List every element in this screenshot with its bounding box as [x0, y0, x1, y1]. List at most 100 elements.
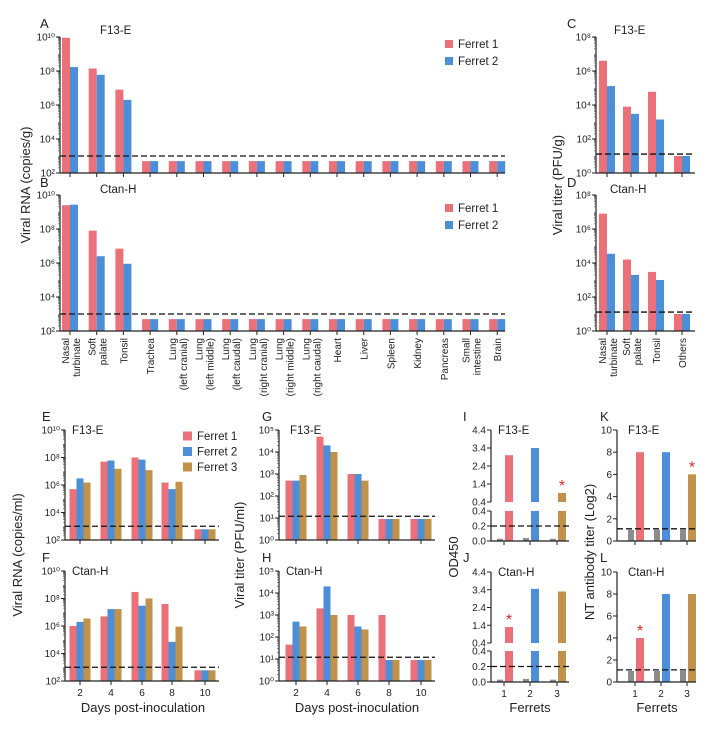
y-tick-label: 10³: [260, 470, 275, 481]
legend-swatch: [445, 40, 453, 48]
panel-C: C F13-E 10⁰ 10² 10⁴ 10⁶ 10⁸ Viral titer (PFU/g): [550, 16, 695, 235]
y-tick-label: 10²: [577, 135, 592, 146]
baseline-bar-K-0: [628, 529, 634, 541]
legend-label: Ferret 3: [197, 462, 237, 474]
legend-swatch: [445, 57, 453, 65]
bar-F-ferret3-3: [175, 626, 183, 681]
category-label: Others: [678, 338, 689, 368]
category-label: Lung: [195, 338, 206, 360]
category-label: Nasal: [598, 338, 609, 364]
bar-F-ferret3-2: [145, 598, 153, 681]
panel-title: F13-E: [628, 425, 660, 437]
x-tick-label: 2: [77, 688, 83, 699]
bar-A-ferret2-16: [497, 161, 506, 173]
bar-B-ferret1-1: [88, 230, 97, 331]
x-tick-label: 2: [527, 689, 533, 700]
bar-C-ferret1-3: [674, 156, 682, 173]
panel-letter: A: [40, 16, 49, 31]
y-tick-label: 10⁴: [45, 649, 60, 660]
y-axis-label: Viral RNA (copies/ml): [10, 493, 25, 616]
bar-B-ferret2-10: [337, 319, 345, 331]
y-tick-label: 10⁴: [576, 101, 591, 112]
y-tick-label: 10¹: [260, 514, 275, 525]
y-tick-label: 6: [606, 612, 612, 623]
bar-H-ferret1-0: [285, 644, 293, 681]
category-label: Pancreas: [440, 338, 451, 380]
panel-title: F13-E: [290, 425, 322, 437]
bar-A-ferret2-14: [443, 161, 452, 173]
panel-letter: J: [463, 550, 470, 565]
y-tick-label: 0: [606, 678, 612, 689]
panel-letter: K: [600, 409, 609, 424]
bar-L-2: [688, 594, 696, 682]
y-tick-label: 2: [606, 514, 612, 525]
bar-F-ferret2-2: [138, 605, 146, 681]
bar-E-ferret1-3: [161, 482, 169, 540]
y-tick-label: 1.4: [472, 621, 486, 632]
category-label: Trachea: [146, 338, 157, 375]
category-label: Nasal: [61, 338, 72, 364]
y-axis-label: Viral RNA (copies/g): [18, 127, 33, 244]
bar-E-ferret3-2: [145, 470, 153, 540]
bar-F-ferret2-0: [76, 621, 84, 681]
y-axis-label: OD450: [446, 536, 461, 577]
bar-E-ferret2-0: [76, 478, 84, 540]
category-label: Lung: [275, 338, 286, 360]
bar-A-ferret1-14: [435, 161, 444, 173]
bar-B-ferret1-5: [195, 319, 204, 331]
bar-A-ferret2-13: [417, 161, 426, 173]
category-label: (left middle): [206, 338, 217, 390]
x-tick-label: 10: [415, 688, 427, 699]
bar-H-ferret3-4: [424, 660, 432, 681]
x-tick-label: 3: [554, 689, 560, 700]
baseline-bar-I-2: [550, 538, 556, 541]
category-label: (right middle): [286, 338, 297, 396]
category-label: Tonsil: [119, 338, 130, 364]
bar-B-ferret2-11: [363, 319, 372, 331]
y-tick-label: 10⁶: [40, 101, 55, 112]
bar-G-ferret3-1: [330, 452, 338, 540]
category-label: Liver: [360, 337, 371, 359]
bar-A-ferret2-10: [337, 161, 345, 173]
y-tick-label: 0.4: [472, 498, 486, 509]
legend-label: Ferret 2: [197, 447, 237, 459]
bar-E-ferret1-0: [69, 489, 77, 540]
category-label: Lung: [301, 338, 312, 360]
y-tick-label: 10³: [260, 611, 275, 622]
bar-K-1: [662, 452, 670, 541]
bar-E-ferret1-4: [194, 529, 202, 540]
panel-title: F13-E: [614, 25, 646, 37]
bar-E-ferret3-3: [175, 481, 183, 540]
bar-B-ferret2-1: [96, 256, 105, 331]
y-tick-label: 10¹: [260, 655, 275, 666]
y-axis-label: Viral titer (PFU/g): [550, 135, 565, 235]
bar-L-0: [636, 638, 644, 682]
bar-B-ferret1-11: [355, 319, 364, 331]
bar-A-ferret1-12: [382, 161, 391, 173]
y-tick-label: 10²: [41, 169, 56, 180]
y-tick-label: 10²: [260, 633, 275, 644]
bar-A-ferret2-15: [470, 161, 479, 173]
bar-A-ferret2-2: [123, 99, 132, 173]
y-tick-label: 3.4: [472, 444, 486, 455]
y-tick-label: 10¹⁰: [42, 567, 60, 578]
bar-F-ferret3-0: [83, 618, 91, 681]
panel-title: F13-E: [100, 25, 132, 37]
bar-A-ferret2-6: [230, 161, 239, 173]
bar-B-ferret2-16: [497, 319, 506, 331]
bar-B-ferret1-10: [329, 319, 337, 331]
bar-A-ferret1-5: [195, 161, 204, 173]
bar-G-ferret1-4: [410, 519, 418, 540]
y-axis-label: NT antibody titer (Log2): [582, 484, 597, 620]
panel-letter: B: [40, 175, 49, 190]
y-tick-label: 10⁶: [576, 225, 591, 236]
y-tick-label: 0.4: [472, 647, 486, 658]
bar-C-ferret2-2: [656, 119, 664, 173]
x-tick-label: 6: [139, 688, 145, 699]
panel-letter: F: [42, 550, 50, 565]
y-tick-label: 10⁴: [259, 589, 274, 600]
bar-C-ferret1-2: [648, 91, 656, 173]
category-label: Spleen: [386, 338, 397, 369]
bar-J-0-upper: [505, 627, 513, 643]
